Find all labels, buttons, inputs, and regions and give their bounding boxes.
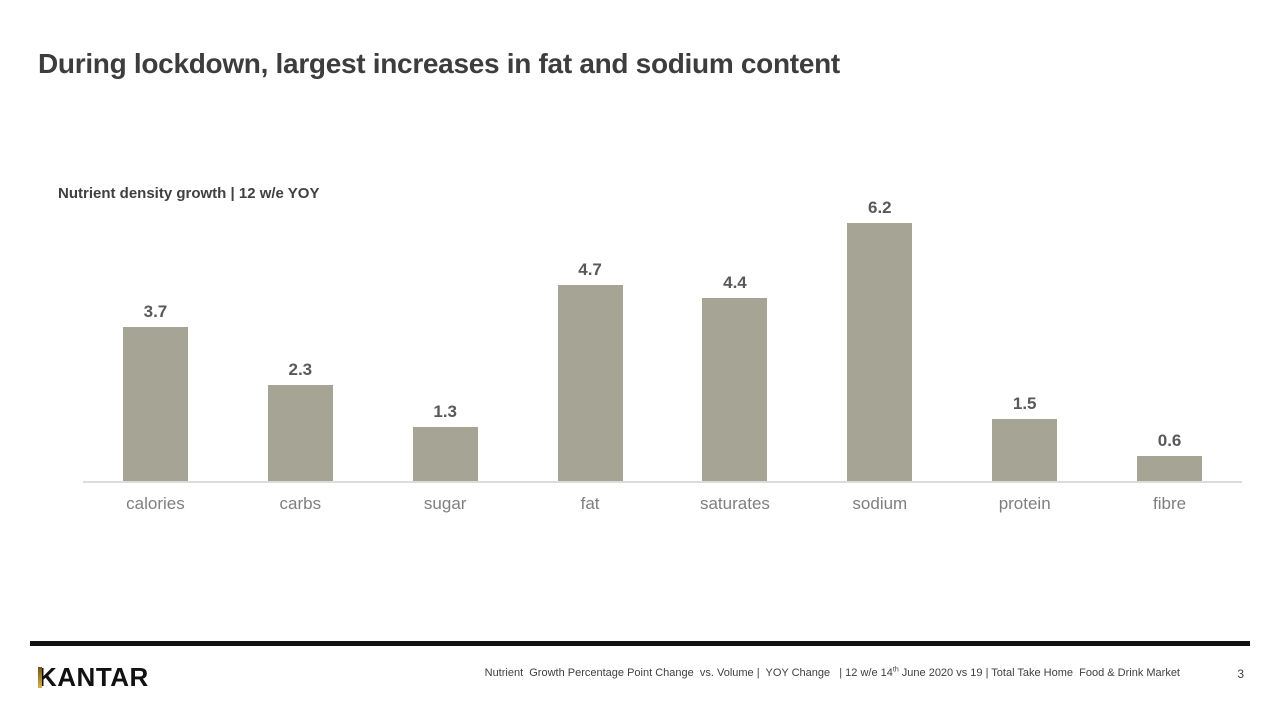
footer-source-text: Nutrient Growth Percentage Point Change … xyxy=(484,666,1180,679)
footer-divider xyxy=(30,641,1250,646)
bar xyxy=(412,427,478,481)
bar xyxy=(557,285,623,481)
chart-title: Nutrient density growth | 12 w/e YOY xyxy=(58,185,320,202)
bar-column: 3.7 xyxy=(83,302,228,481)
bar-value-label: 6.2 xyxy=(867,198,892,217)
footer-source-superscript: th xyxy=(892,666,899,674)
bar xyxy=(122,327,188,481)
bar xyxy=(267,385,333,481)
kantar-logo-text: KANTAR xyxy=(38,662,149,692)
bar-chart: 3.7 2.3 1.3 4.7 4.4 6.2 1.5 0.6 calories carbs su… xyxy=(83,198,1242,513)
kantar-logo: KANTAR xyxy=(38,663,149,691)
bar-column: 2.3 xyxy=(228,360,373,481)
bar-value-label: 3.7 xyxy=(143,302,168,321)
kantar-logo-gold-accent xyxy=(38,667,42,688)
page-title: During lockdown, largest increases in fa… xyxy=(38,48,840,79)
category-label: saturates xyxy=(699,494,770,513)
bar-column: 1.5 xyxy=(952,394,1097,481)
bar xyxy=(847,223,913,481)
bar xyxy=(702,298,768,481)
bar-column: 1.3 xyxy=(373,402,518,481)
bar-value-label: 1.3 xyxy=(433,402,457,421)
footer-source-part1: Nutrient Growth Percentage Point Change … xyxy=(484,667,893,679)
chart-category-axis: calories carbs sugar fat saturates sodium prot… xyxy=(83,495,1242,513)
bar-value-label: 1.5 xyxy=(1012,394,1037,413)
bar-column: 0.6 xyxy=(1097,431,1242,481)
bar-value-label: 2.3 xyxy=(288,360,313,379)
page-number: 3 xyxy=(1237,667,1244,681)
bar-value-label: 4.4 xyxy=(723,273,747,292)
category-label: carbs xyxy=(279,494,322,513)
category-label: sodium xyxy=(852,494,908,513)
bar-column: 4.4 xyxy=(663,273,808,481)
category-label: sugar xyxy=(423,494,467,513)
bar-column: 6.2 xyxy=(807,198,952,481)
bar-value-label: 4.7 xyxy=(578,260,602,279)
category-label: protein xyxy=(998,494,1051,513)
bar xyxy=(992,419,1058,481)
bar-column: 4.7 xyxy=(518,260,663,481)
chart-plot-area: 3.7 2.3 1.3 4.7 4.4 6.2 1.5 0.6 xyxy=(83,198,1242,483)
bar xyxy=(1137,456,1203,481)
category-label: fat xyxy=(580,494,600,513)
category-label: fibre xyxy=(1153,494,1187,513)
footer-source-part2: June 2020 vs 19 | Total Take Home Food &… xyxy=(898,667,1180,679)
category-label: calories xyxy=(126,494,185,513)
bar-value-label: 0.6 xyxy=(1157,431,1182,450)
